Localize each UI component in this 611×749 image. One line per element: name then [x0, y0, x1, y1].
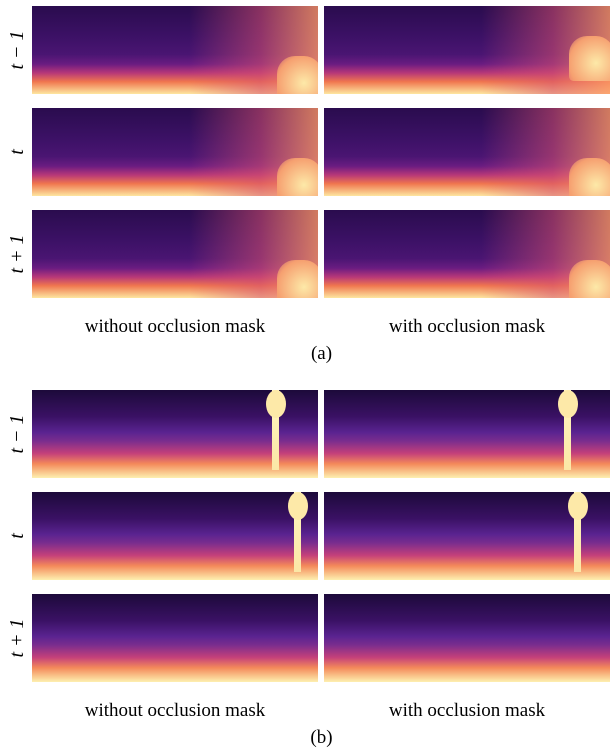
pole-head: [568, 492, 588, 520]
pole-head: [266, 390, 286, 418]
row-label: t: [6, 149, 28, 155]
foreground-object: [277, 158, 318, 196]
depth-map: [324, 6, 610, 94]
row-label: t + 1: [6, 234, 28, 274]
foreground-object: [569, 36, 610, 81]
depth-map: [32, 210, 318, 298]
depth-map: [324, 492, 610, 580]
pole: [272, 390, 279, 470]
row-label: t: [6, 533, 28, 539]
depth-map: [32, 6, 318, 94]
foreground-object: [277, 260, 318, 298]
pole: [574, 492, 581, 572]
depth-map: [32, 390, 318, 478]
depth-map: [324, 390, 610, 478]
depth-map: [324, 108, 610, 196]
foreground-object: [569, 158, 610, 196]
pole: [564, 390, 571, 470]
row-label: t − 1: [6, 414, 28, 454]
pole-head: [558, 390, 578, 418]
row-label: t + 1: [6, 618, 28, 658]
depth-map: [324, 594, 610, 682]
column-caption: with occlusion mask: [388, 316, 546, 337]
depth-map: [32, 594, 318, 682]
column-caption: without occlusion mask: [84, 700, 266, 721]
column-caption: without occlusion mask: [84, 316, 266, 337]
depth-map: [32, 492, 318, 580]
row-label: t − 1: [6, 30, 28, 70]
foreground-object: [277, 56, 318, 94]
pole: [294, 492, 301, 572]
panel-label: (b): [310, 727, 333, 748]
pole-head: [288, 492, 308, 520]
panel-label: (a): [310, 343, 333, 364]
depth-map: [32, 108, 318, 196]
depth-map: [324, 210, 610, 298]
foreground-object: [569, 260, 610, 298]
column-caption: with occlusion mask: [388, 700, 546, 721]
